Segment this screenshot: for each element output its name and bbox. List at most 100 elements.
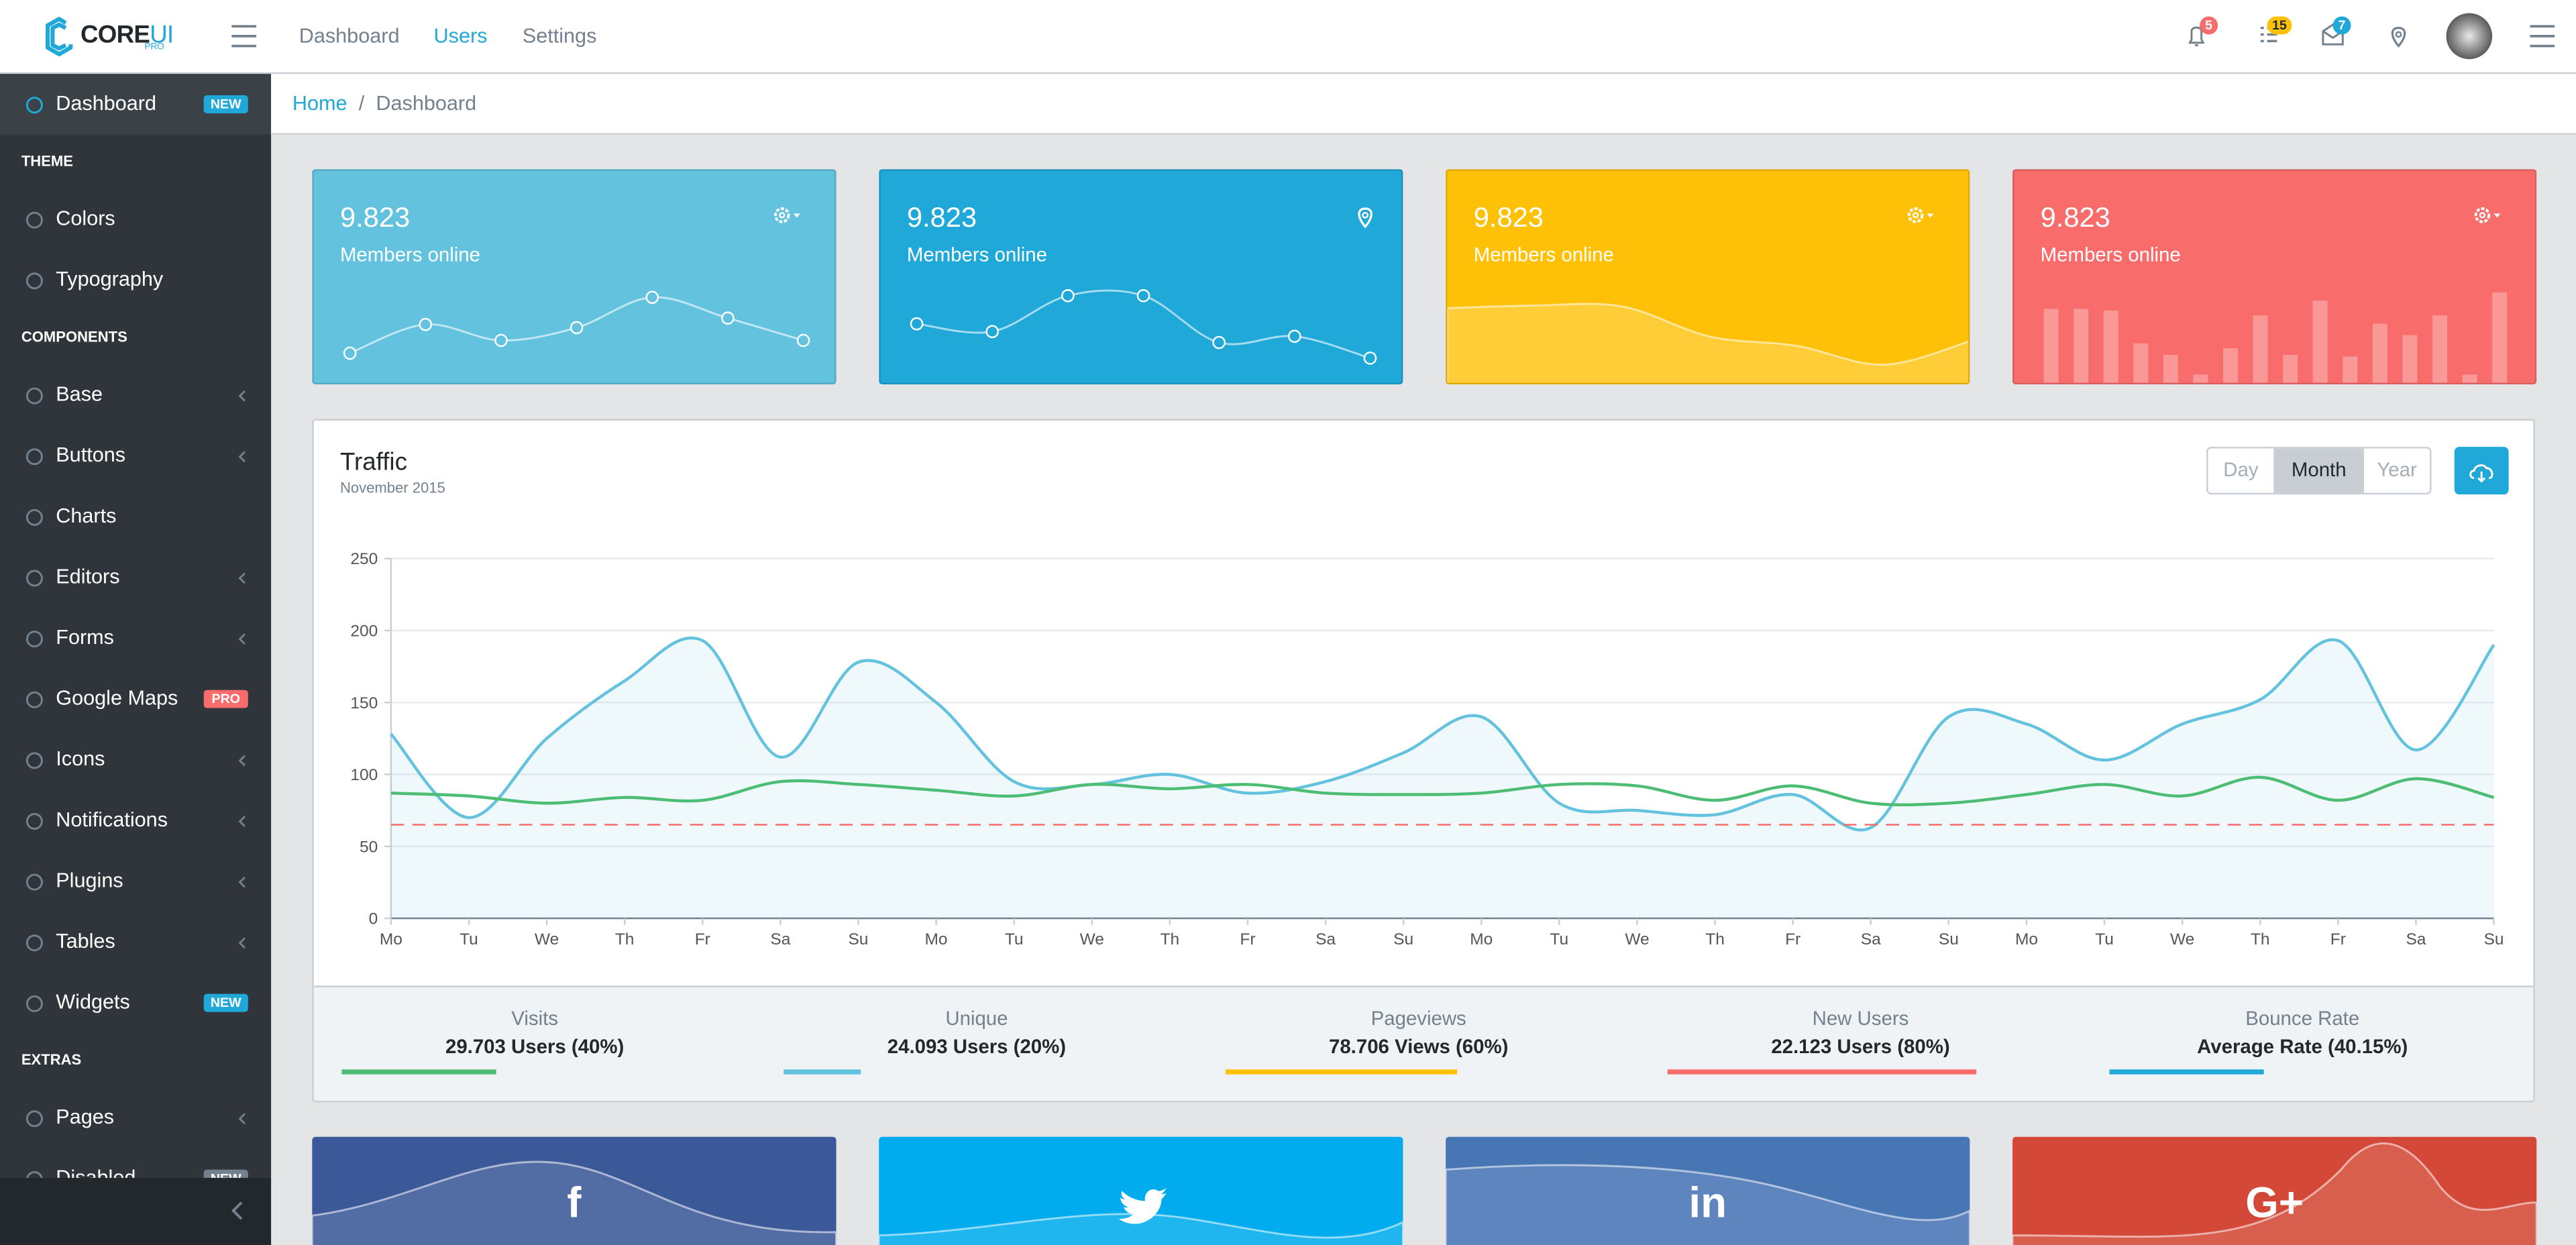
breadcrumb-item[interactable]: Home [292, 92, 347, 115]
traffic-title: Traffic [339, 448, 407, 477]
sidebar-minimizer[interactable] [0, 1177, 272, 1245]
series-line [390, 775, 2495, 807]
sparkline-point [721, 311, 735, 325]
range-button[interactable]: Month [2273, 448, 2363, 493]
x-tick-label: We [1625, 930, 1649, 949]
sidebar-icon [25, 387, 43, 404]
sidebar-item[interactable]: Buttons [0, 425, 271, 486]
pin-icon [2391, 27, 2406, 48]
nav-link[interactable]: Settings [522, 24, 597, 48]
progress-track [1225, 1069, 1612, 1075]
x-tick-label: Su [1939, 930, 1959, 949]
stat-card: 9.823 Members online [1446, 169, 1970, 385]
sidebar-item[interactable]: Icons [0, 729, 271, 790]
chevron-icon [238, 572, 246, 584]
item-icon [25, 995, 43, 1012]
sparkline-bar [2402, 335, 2418, 383]
x-tick-label: Sa [1316, 930, 1336, 949]
item-icon [25, 813, 43, 830]
item-icon [25, 631, 43, 648]
social-icon: in [1688, 1179, 1727, 1227]
sparkline-area [1447, 303, 1968, 383]
progress-track [2109, 1069, 2496, 1075]
range-button[interactable]: Day [2208, 448, 2274, 493]
chevron-icon [238, 876, 246, 888]
progress-track [341, 1069, 728, 1075]
sidebar-icon [25, 1110, 43, 1128]
sparkline-bar [2283, 354, 2298, 383]
sidebar-item[interactable]: Editors [0, 547, 271, 608]
progress-bar [1225, 1069, 1458, 1075]
sidebar-label: Plugins [56, 869, 123, 892]
sparkline-point [1212, 335, 1226, 349]
gear-icon [2474, 207, 2491, 223]
stat-value: Average Rate (40.15%) [2197, 1034, 2408, 1059]
sparkline-point [796, 333, 810, 347]
x-tick-label: Th [2251, 930, 2270, 949]
caret [1927, 213, 1934, 218]
sidebar-icon [25, 211, 43, 229]
item-icon [25, 934, 43, 952]
item-icon [25, 873, 43, 891]
progress-bar [341, 1069, 496, 1075]
sidebar-item[interactable]: Widgets NEW [0, 973, 271, 1034]
chevron-icon [238, 390, 246, 402]
download-button[interactable] [2454, 447, 2509, 495]
stat-column: Bounce Rate Average Rate (40.15%) [2082, 987, 2524, 1101]
sidebar-title: COMPONENTS [21, 328, 127, 345]
x-tick-label: Mo [925, 930, 948, 949]
progress-track [1667, 1069, 2054, 1075]
chevron [238, 755, 246, 767]
sidebar-item[interactable]: Tables [0, 912, 271, 973]
sidebar-item[interactable]: Charts [0, 486, 271, 547]
sidebar-item[interactable]: Base [0, 365, 271, 426]
social-waves: G+ [2012, 1142, 2537, 1245]
sparkline-bar [2253, 315, 2268, 383]
nav-link[interactable]: Dashboard [299, 24, 400, 48]
progress-bar [2109, 1069, 2265, 1075]
logo-ui: UI [150, 21, 174, 50]
header-badge: 5 [2200, 16, 2218, 35]
sparkline-point [985, 325, 999, 339]
sidebar-icon [25, 97, 43, 114]
sidebar-item[interactable]: Colors [0, 189, 271, 250]
range-button[interactable]: Year [2362, 448, 2430, 493]
sparkline-point [910, 317, 924, 331]
sidebar-item[interactable]: Dashboard NEW [0, 74, 272, 135]
y-tick-label: 100 [350, 766, 378, 784]
progress-track [784, 1069, 1170, 1075]
pin-dot [1362, 211, 1369, 219]
bell-icon [2188, 26, 2205, 46]
card-chart [1447, 207, 1968, 383]
sidebar-badge: PRO [203, 690, 248, 708]
chevron [238, 937, 246, 949]
logo-sub: PRO [144, 42, 164, 53]
x-tick-label: Mo [1470, 930, 1493, 949]
card-chart [910, 207, 1377, 365]
nav-link[interactable]: Users [433, 24, 488, 48]
x-tick-label: Sa [2406, 930, 2426, 949]
wave-area [879, 1213, 1403, 1245]
sidebar-item[interactable]: Google Maps PRO [0, 669, 271, 730]
social-card [879, 1136, 1403, 1245]
sparkline-point [343, 346, 357, 360]
x-tick-label: Th [1161, 930, 1180, 949]
sidebar-label: Icons [56, 747, 105, 771]
x-tick-label: Tu [460, 930, 478, 949]
sidebar-item[interactable]: Pages [0, 1087, 271, 1148]
item-icon [25, 387, 43, 404]
wave-area [1446, 1164, 1970, 1245]
sidebar-item[interactable]: Notifications [0, 790, 271, 851]
sidebar-label: Forms [56, 626, 115, 649]
sparkline-bar [2163, 354, 2178, 383]
pin-dot [2395, 31, 2402, 38]
sidebar-item[interactable]: Forms [0, 608, 271, 669]
sparkline-point [570, 321, 584, 335]
wave-area [312, 1160, 837, 1245]
sidebar-icon [25, 752, 43, 769]
sidebar-item[interactable]: Typography [0, 250, 271, 311]
sidebar-item[interactable]: Plugins [0, 851, 271, 912]
caret [2493, 213, 2501, 218]
progress-bar [784, 1069, 861, 1075]
sparkline-bar [2133, 343, 2149, 383]
